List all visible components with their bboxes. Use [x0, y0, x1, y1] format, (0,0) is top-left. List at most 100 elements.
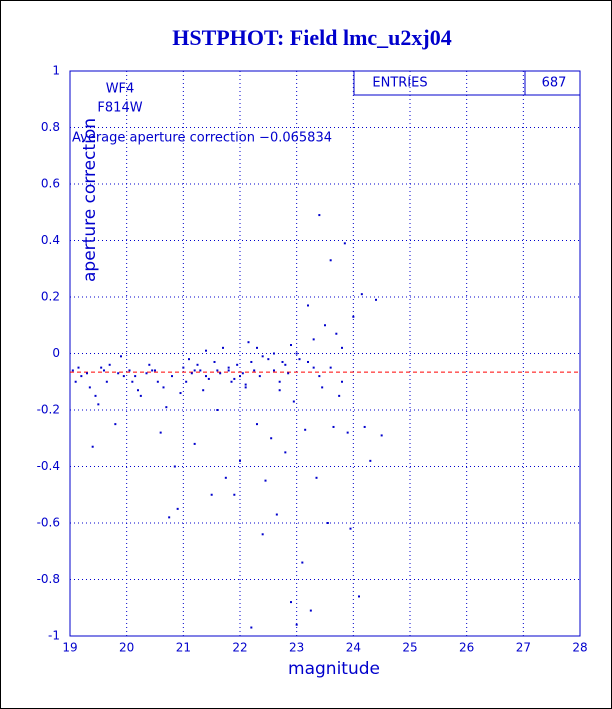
point	[154, 369, 156, 372]
point	[88, 386, 91, 389]
point	[261, 355, 264, 358]
y-tick-label: -0.4	[37, 459, 60, 473]
point	[273, 352, 275, 355]
point	[108, 363, 111, 366]
point	[196, 363, 199, 366]
point	[341, 380, 343, 383]
point	[182, 366, 185, 369]
stats-label: ENTRIES	[372, 76, 427, 91]
point	[273, 369, 275, 372]
point	[134, 375, 137, 378]
point	[207, 377, 210, 380]
point	[190, 372, 193, 375]
point	[312, 338, 315, 341]
point	[301, 561, 304, 564]
point	[114, 423, 117, 426]
x-tick-label: 25	[402, 641, 417, 655]
point	[304, 428, 307, 431]
point	[360, 293, 363, 296]
point	[290, 344, 292, 347]
x-tick-label: 24	[346, 641, 361, 655]
y-tick-label: 0	[52, 346, 60, 360]
point	[290, 601, 292, 604]
y-tick-label: -1	[48, 629, 60, 643]
point	[375, 298, 377, 301]
point	[247, 341, 250, 344]
y-tick-label: 0.4	[41, 233, 60, 247]
point	[321, 386, 324, 389]
x-tick-label: 19	[62, 641, 77, 655]
point	[329, 366, 332, 369]
point	[159, 431, 162, 434]
x-tick-label: 20	[119, 641, 134, 655]
x-tick-label: 23	[289, 641, 304, 655]
point	[309, 609, 312, 612]
point	[179, 392, 182, 395]
point	[120, 355, 122, 358]
point	[122, 375, 125, 378]
point	[71, 369, 74, 372]
y-tick-label: 0.6	[41, 177, 60, 191]
point	[145, 372, 148, 375]
point	[236, 363, 239, 366]
point	[244, 383, 247, 386]
point	[216, 409, 219, 411]
point	[335, 332, 338, 335]
point	[315, 476, 318, 479]
point	[233, 493, 236, 496]
point	[284, 363, 287, 366]
point	[267, 358, 270, 361]
point	[369, 459, 372, 462]
point	[202, 389, 205, 392]
point	[292, 400, 295, 403]
point	[188, 358, 190, 361]
point	[227, 366, 230, 369]
y-tick-label: -0.6	[37, 516, 60, 530]
point	[77, 366, 80, 369]
point	[352, 315, 355, 318]
point	[168, 516, 171, 519]
point	[307, 360, 309, 363]
point	[281, 360, 284, 363]
point	[338, 394, 341, 397]
point	[199, 369, 202, 372]
point	[239, 459, 241, 462]
point	[137, 389, 139, 392]
point	[86, 372, 88, 375]
point	[185, 380, 188, 383]
point	[162, 386, 165, 389]
point	[233, 377, 236, 380]
point	[193, 442, 196, 445]
point	[298, 358, 301, 361]
x-axis-label: magnitude	[288, 659, 380, 679]
y-tick-label: -0.8	[37, 572, 60, 586]
point	[278, 389, 281, 392]
point	[341, 346, 343, 349]
point	[156, 380, 159, 383]
y-tick-label: 0.2	[41, 290, 60, 304]
point	[253, 369, 256, 372]
point	[324, 324, 326, 327]
point	[295, 623, 298, 626]
point	[326, 522, 329, 524]
point	[250, 626, 253, 629]
point	[97, 403, 100, 406]
point	[219, 372, 222, 375]
point	[210, 493, 213, 496]
point	[270, 437, 273, 440]
chart-title: HSTPHOT: Field lmc_u2xj04	[172, 25, 451, 50]
point	[224, 476, 227, 479]
point	[131, 380, 134, 383]
point	[148, 363, 151, 366]
annotation: F814W	[97, 101, 142, 116]
x-tick-label: 28	[572, 641, 587, 655]
point	[74, 380, 77, 383]
point	[346, 431, 349, 434]
x-tick-label: 27	[516, 641, 531, 655]
y-tick-label: 0.8	[41, 120, 60, 134]
point	[103, 369, 105, 372]
point	[318, 375, 321, 378]
point	[329, 259, 332, 262]
